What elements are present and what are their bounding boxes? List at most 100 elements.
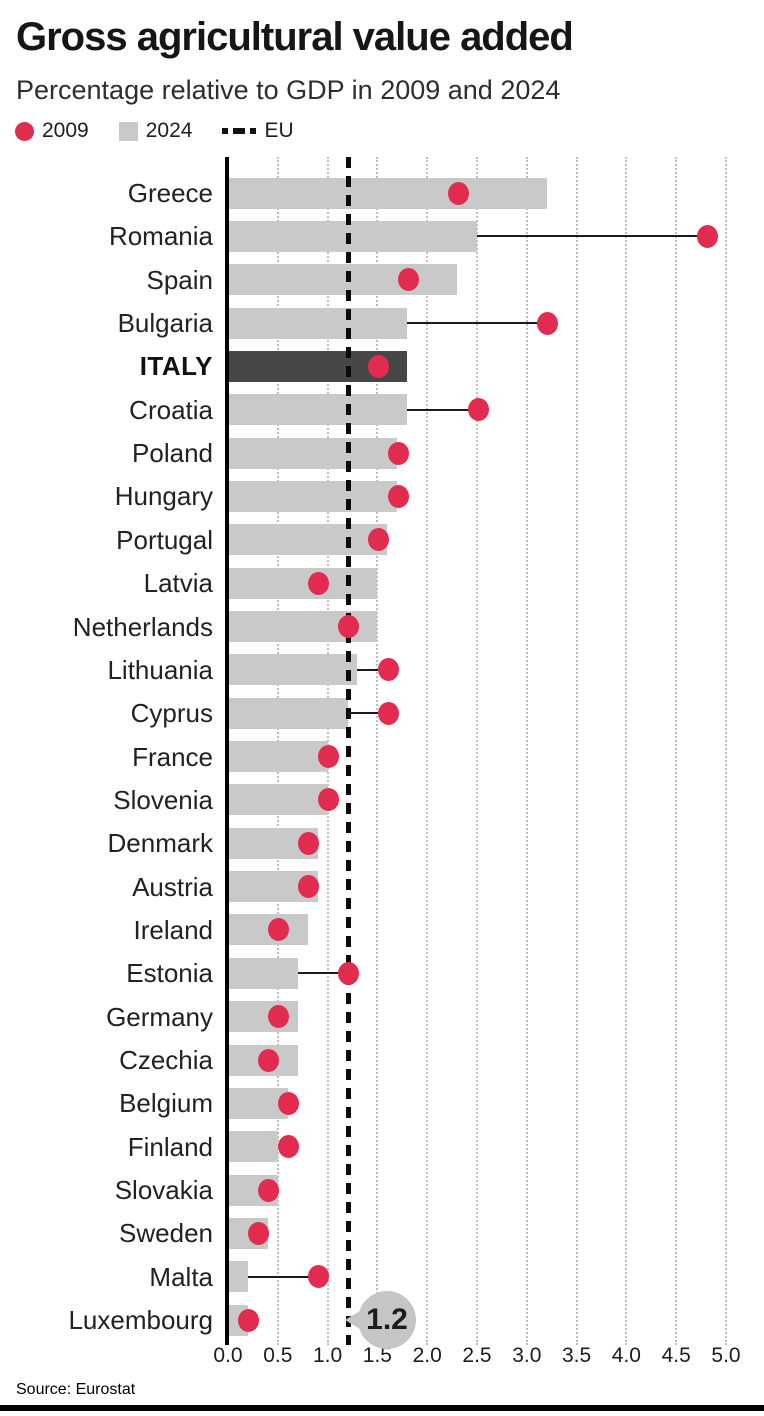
gridline (376, 157, 379, 1345)
x-axis-tick-label: 5.0 (711, 1344, 741, 1367)
dot-2009 (467, 398, 489, 422)
row-label-sweden: Sweden (119, 1218, 213, 1249)
dot-2009 (397, 268, 419, 292)
dot-2009 (298, 875, 320, 899)
bottom-rule (0, 1405, 764, 1411)
row-label-estonia: Estonia (126, 958, 213, 989)
row-label-portugal: Portugal (116, 524, 213, 555)
bar-2024 (229, 1261, 248, 1293)
dot-2009 (318, 745, 340, 769)
row-label-romania: Romania (108, 221, 213, 252)
dot-2009 (308, 1265, 330, 1289)
dot-2009 (338, 961, 360, 985)
row-label-cyprus: Cyprus (130, 698, 213, 729)
dot-2009 (238, 1308, 260, 1332)
gridline (476, 157, 478, 1345)
legend: 2009 2024 EU (15, 119, 294, 143)
row-label-slovakia: Slovakia (114, 1175, 213, 1206)
gridline (675, 157, 678, 1345)
legend-item-2009: 2009 (15, 119, 89, 143)
dot-2009 (278, 1091, 300, 1115)
chart-subtitle: Percentage relative to GDP in 2009 and 2… (16, 75, 561, 105)
row-label-poland: Poland (132, 438, 213, 469)
bar-2024 (229, 307, 408, 339)
x-axis-tick-label: 0.0 (213, 1344, 243, 1367)
row-label-hungary: Hungary (114, 481, 213, 512)
eu-value-callout-tail (345, 1311, 360, 1329)
bar-2024 (229, 654, 358, 686)
dot-2009 (377, 701, 399, 725)
bar-2024 (229, 437, 398, 469)
bar-2024 (229, 957, 298, 989)
legend-2009-label: 2009 (42, 119, 89, 142)
row-label-belgium: Belgium (119, 1088, 213, 1119)
x-axis-tick-label: 1.0 (312, 1344, 343, 1367)
row-label-denmark: Denmark (107, 828, 213, 859)
eu-value-callout: 1.2 (358, 1291, 416, 1349)
row-label-greece: Greece (127, 178, 213, 208)
dot-2009 (318, 788, 340, 812)
row-label-luxembourg: Luxembourg (68, 1305, 213, 1336)
row-label-germany: Germany (106, 1001, 213, 1032)
legend-2009-dot-icon (15, 121, 34, 141)
bar-2024 (229, 264, 458, 296)
dot-2009 (696, 224, 718, 248)
dot-2009 (298, 831, 320, 855)
dot-2009 (268, 1005, 290, 1029)
dot-2009 (387, 441, 409, 465)
dot-2009 (367, 354, 389, 378)
connector-line (407, 322, 547, 325)
bar-2024 (229, 784, 328, 816)
row-label-france: France (132, 741, 213, 772)
gridline (575, 157, 578, 1345)
bar-2024 (229, 1131, 278, 1163)
row-label-finland: Finland (127, 1131, 213, 1162)
x-axis-tick-label: 4.0 (611, 1344, 641, 1367)
dot-2009 (248, 1221, 270, 1245)
dot-2009 (268, 918, 290, 942)
bar-2024 (229, 741, 328, 773)
x-axis-tick-label: 3.5 (561, 1344, 592, 1367)
row-label-netherlands: Netherlands (72, 611, 213, 642)
x-axis-tick-label: 1.5 (362, 1344, 392, 1367)
row-label-austria: Austria (132, 871, 213, 902)
x-axis-tick-label: 0.5 (263, 1344, 293, 1367)
x-axis-tick-label: 2.0 (412, 1344, 442, 1367)
row-label-bulgaria: Bulgaria (117, 308, 213, 339)
dot-2009 (278, 1135, 300, 1159)
row-label-lithuania: Lithuania (107, 654, 213, 685)
gridline (725, 157, 727, 1345)
bar-2024 (229, 524, 388, 556)
bar-2024 (229, 1087, 288, 1119)
dot-2009 (377, 658, 399, 682)
row-label-croatia: Croatia (129, 394, 213, 425)
y-axis-line (225, 157, 229, 1345)
legend-item-eu: EU (222, 119, 294, 143)
chart-title: Gross agricultural value added (16, 15, 574, 59)
dot-2009 (537, 311, 559, 335)
bar-2024 (229, 697, 348, 729)
bar-2024 (229, 480, 398, 512)
row-label-spain: Spain (146, 264, 214, 295)
dot-2009 (447, 181, 469, 205)
row-label-latvia: Latvia (143, 568, 213, 599)
row-label-czechia: Czechia (119, 1045, 213, 1075)
gridline (525, 157, 528, 1345)
legend-item-2024: 2024 (118, 119, 192, 143)
connector-line (347, 712, 388, 715)
bar-2024 (229, 220, 477, 252)
legend-2024-square-icon (118, 121, 138, 141)
bar-2024 (229, 567, 378, 599)
x-axis-tick-label: 2.5 (462, 1344, 492, 1367)
connector-line (477, 235, 707, 238)
row-label-malta: Malta (149, 1261, 213, 1292)
source-note: Source: Eurostat (16, 1381, 136, 1398)
dot-2009 (258, 1178, 280, 1202)
dot-2009 (258, 1048, 280, 1072)
dot-2009 (338, 615, 360, 638)
dot-2009 (387, 484, 409, 508)
legend-eu-label: EU (264, 119, 294, 142)
connector-line (297, 972, 348, 975)
